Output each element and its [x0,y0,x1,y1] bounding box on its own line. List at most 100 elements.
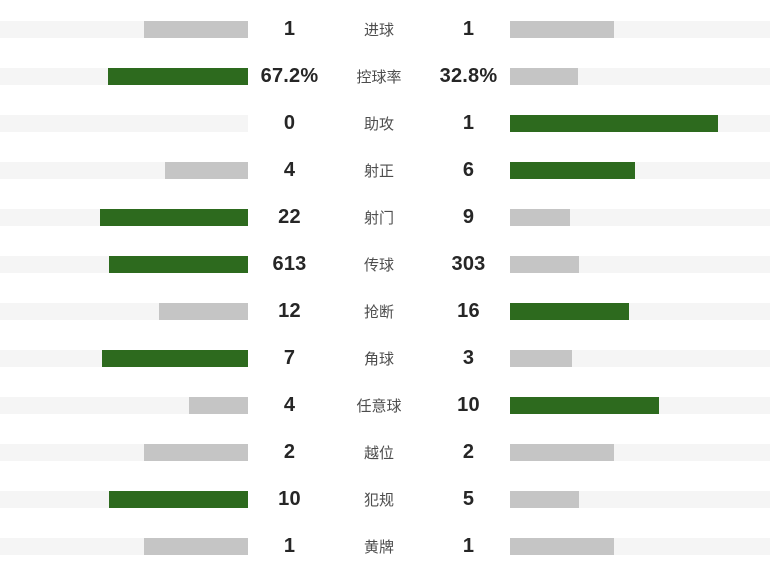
away-bar [510,21,614,38]
away-value: 1 [462,18,475,40]
away-bar [510,303,629,320]
away-value: 2 [462,441,475,463]
home-value: 10 [278,488,301,510]
stat-row: 2 越位 2 [0,429,775,476]
home-bar-track [0,491,248,508]
stat-center: 613 传球 303 [248,241,510,288]
stat-center: 67.2% 控球率 32.8% [248,53,510,100]
home-bar [100,209,248,226]
away-bar-track [510,491,770,508]
home-value: 2 [283,441,296,463]
stat-label: 射正 [363,163,394,180]
stat-row: 7 角球 3 [0,335,775,382]
away-value: 3 [462,347,475,369]
stat-label: 越位 [363,445,394,462]
stat-center: 4 射正 6 [248,147,510,194]
stat-label: 助攻 [363,116,394,133]
away-bar [510,209,570,226]
away-bar-track [510,303,770,320]
away-bar-track [510,397,770,414]
stat-center: 1 黄牌 1 [248,523,510,570]
stat-label: 抢断 [363,304,394,321]
home-bar-track [0,162,248,179]
away-value: 6 [462,159,475,181]
home-value: 1 [283,18,296,40]
home-bar [109,491,248,508]
away-value: 10 [457,394,480,416]
stat-row: 1 黄牌 1 [0,523,775,570]
home-value: 4 [283,394,296,416]
away-bar-track [510,444,770,461]
away-bar [510,491,579,508]
stat-row: 1 进球 1 [0,6,775,53]
away-bar-track [510,21,770,38]
home-value: 12 [278,300,301,322]
home-value: 613 [272,253,307,275]
home-bar [159,303,248,320]
home-bar-track [0,444,248,461]
away-bar [510,350,572,367]
stat-row: 67.2% 控球率 32.8% [0,53,775,100]
home-bar [108,68,248,85]
away-bar-track [510,162,770,179]
home-bar-track [0,303,248,320]
home-bar [102,350,248,367]
away-value: 32.8% [439,65,498,87]
stat-label: 传球 [363,257,394,274]
home-bar [189,397,248,414]
away-value: 16 [457,300,480,322]
stat-center: 12 抢断 16 [248,288,510,335]
home-bar [165,162,248,179]
home-bar-track [0,209,248,226]
away-value: 5 [462,488,475,510]
home-bar-track [0,256,248,273]
stat-row: 10 犯规 5 [0,476,775,523]
away-bar [510,68,578,85]
stat-center: 4 任意球 10 [248,382,510,429]
home-bar [109,256,248,273]
home-value: 7 [283,347,296,369]
away-value: 303 [451,253,486,275]
away-value: 1 [462,112,475,134]
stat-label: 进球 [363,22,394,39]
home-bar-track [0,350,248,367]
stat-label: 角球 [363,351,394,368]
stat-row: 0 助攻 1 [0,100,775,147]
home-bar [144,444,248,461]
away-bar [510,162,635,179]
stat-center: 1 进球 1 [248,6,510,53]
stat-label: 射门 [363,210,394,227]
stat-center: 22 射门 9 [248,194,510,241]
away-bar-track [510,209,770,226]
home-value: 0 [283,112,296,134]
away-bar [510,256,579,273]
away-value: 1 [462,535,475,557]
away-bar-track [510,538,770,555]
away-bar [510,538,614,555]
home-bar [144,21,248,38]
away-bar [510,115,718,132]
stat-row: 22 射门 9 [0,194,775,241]
stat-row: 613 传球 303 [0,241,775,288]
stat-center: 0 助攻 1 [248,100,510,147]
away-bar [510,444,614,461]
stat-label: 任意球 [356,398,402,415]
home-bar [144,538,248,555]
stat-center: 10 犯规 5 [248,476,510,523]
stat-center: 2 越位 2 [248,429,510,476]
stat-label: 黄牌 [363,539,394,556]
home-bar-track [0,397,248,414]
home-value: 67.2% [260,65,319,87]
away-bar-track [510,350,770,367]
stat-row: 4 任意球 10 [0,382,775,429]
stat-center: 7 角球 3 [248,335,510,382]
home-bar-track [0,68,248,85]
away-value: 9 [462,206,475,228]
home-bar-track [0,115,248,132]
home-value: 1 [283,535,296,557]
away-bar [510,397,659,414]
home-bar-track [0,21,248,38]
stat-label: 控球率 [356,69,402,86]
home-value: 22 [278,206,301,228]
